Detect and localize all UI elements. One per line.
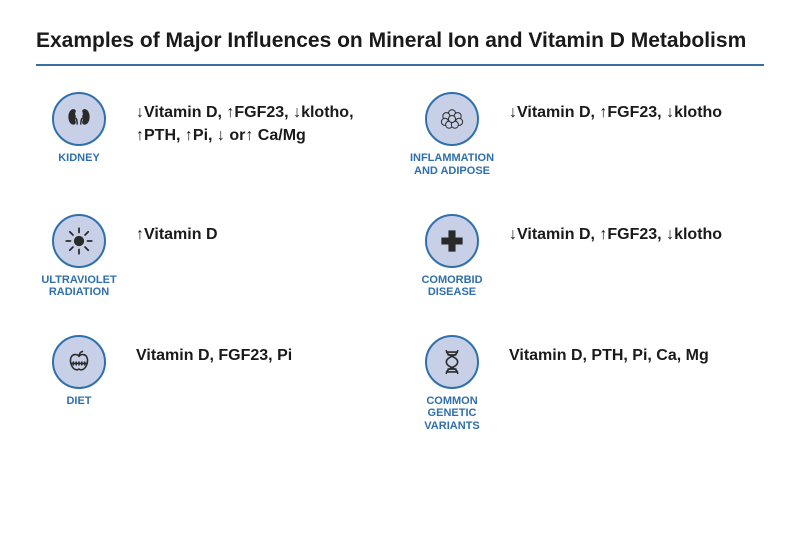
genetic-label: COMMON GENETIC VARIANTS — [409, 395, 495, 433]
uv-effects: ↑Vitamin D — [136, 214, 218, 246]
uv-label: ULTRAVIOLET RADIATION — [36, 274, 122, 299]
kidney-icon — [52, 92, 106, 146]
comorbid-effects: ↓Vitamin D, ↑FGF23, ↓klotho — [509, 214, 722, 246]
icon-col: KIDNEY — [36, 92, 122, 165]
icon-col: INFLAMMATION AND ADIPOSE — [409, 92, 495, 177]
icon-col: ULTRAVIOLET RADIATION — [36, 214, 122, 299]
title-rule — [36, 64, 764, 66]
adipose-icon — [425, 92, 479, 146]
item-genetic: COMMON GENETIC VARIANTS Vitamin D, PTH, … — [409, 335, 764, 433]
item-inflammation: INFLAMMATION AND ADIPOSE ↓Vitamin D, ↑FG… — [409, 92, 764, 177]
kidney-label: KIDNEY — [58, 152, 100, 165]
item-comorbid: COMORBID DISEASE ↓Vitamin D, ↑FGF23, ↓kl… — [409, 214, 764, 299]
dna-icon — [425, 335, 479, 389]
diet-label: DIET — [66, 395, 91, 408]
genetic-effects: Vitamin D, PTH, Pi, Ca, Mg — [509, 335, 709, 367]
inflammation-effects: ↓Vitamin D, ↑FGF23, ↓klotho — [509, 92, 722, 124]
item-kidney: KIDNEY ↓Vitamin D, ↑FGF23, ↓klotho, ↑PTH… — [36, 92, 391, 177]
apple-icon — [52, 335, 106, 389]
diet-effects: Vitamin D, FGF23, Pi — [136, 335, 292, 367]
icon-col: COMMON GENETIC VARIANTS — [409, 335, 495, 433]
page-title: Examples of Major Influences on Mineral … — [36, 28, 764, 54]
icon-col: COMORBID DISEASE — [409, 214, 495, 299]
item-diet: DIET Vitamin D, FGF23, Pi — [36, 335, 391, 433]
medical-cross-icon — [425, 214, 479, 268]
item-uv: ULTRAVIOLET RADIATION ↑Vitamin D — [36, 214, 391, 299]
influences-grid: KIDNEY ↓Vitamin D, ↑FGF23, ↓klotho, ↑PTH… — [36, 92, 764, 432]
inflammation-label: INFLAMMATION AND ADIPOSE — [409, 152, 495, 177]
icon-col: DIET — [36, 335, 122, 408]
sun-icon — [52, 214, 106, 268]
kidney-effects: ↓Vitamin D, ↑FGF23, ↓klotho, ↑PTH, ↑Pi, … — [136, 92, 391, 147]
comorbid-label: COMORBID DISEASE — [409, 274, 495, 299]
